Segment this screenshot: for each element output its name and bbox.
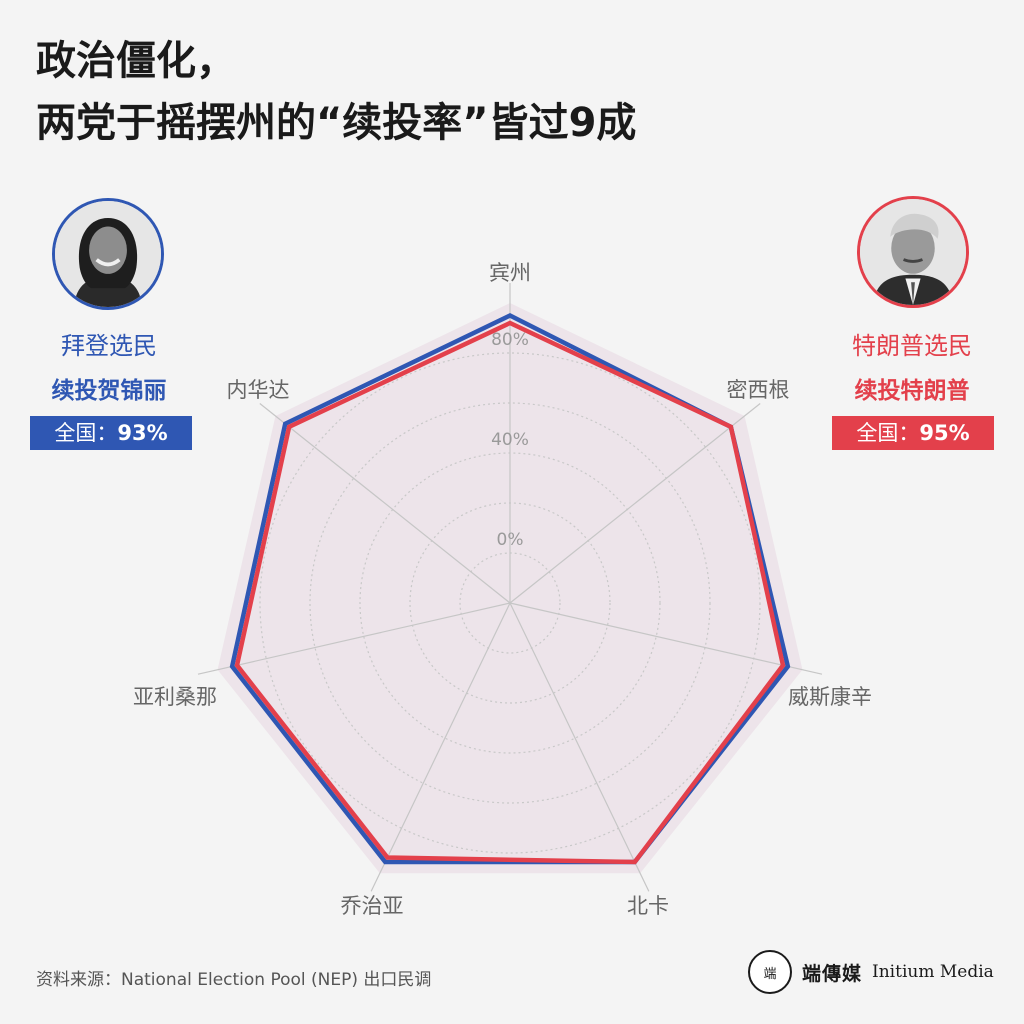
harris-voter-avatar xyxy=(52,198,164,310)
harris-national-badge: 全国：93% xyxy=(30,416,192,450)
tick-label: 0% xyxy=(497,530,524,550)
source-note: 资料来源：National Election Pool (NEP) 出口民调 xyxy=(36,970,432,990)
category-label: 乔治亚 xyxy=(341,894,404,918)
category-label: 威斯康辛 xyxy=(788,685,872,709)
badge-value: 95% xyxy=(919,421,970,445)
trump-voters-label: 特朗普选民 xyxy=(852,332,972,360)
vote-trump-label: 续投特朗普 xyxy=(854,378,970,404)
title-line-1: 政治僵化， xyxy=(36,38,236,84)
grid-circle xyxy=(259,352,761,854)
category-label: 密西根 xyxy=(727,378,790,402)
axis-spoke xyxy=(197,602,511,675)
category-label: 亚利桑那 xyxy=(133,685,217,709)
title-line-2: 两党于摇摆州的“续投率”皆过9成 xyxy=(36,100,637,146)
badge-prefix: 全国： xyxy=(856,421,920,445)
logo-chinese-name: 端傳媒 xyxy=(802,962,863,985)
axis-spoke xyxy=(370,602,511,892)
tick-label: 40% xyxy=(491,430,529,450)
logo-english-name: Initium Media xyxy=(872,962,994,982)
category-label: 宾州 xyxy=(489,261,531,285)
series-trump xyxy=(234,320,786,865)
trump-voter-avatar xyxy=(857,196,969,308)
vote-harris-label: 续投贺锦丽 xyxy=(51,378,167,404)
badge-value: 93% xyxy=(117,421,168,445)
biden-voters-label: 拜登选民 xyxy=(61,332,157,360)
axis-spoke xyxy=(259,403,511,604)
category-label: 内华达 xyxy=(227,378,290,402)
tick-label: 80% xyxy=(491,330,529,350)
trump-national-badge: 全国：95% xyxy=(832,416,994,450)
axis-spoke xyxy=(509,602,823,675)
axis-spoke xyxy=(509,602,650,892)
chart-title: 政治僵化， 两党于摇摆州的“续投率”皆过9成 xyxy=(36,30,636,154)
publisher-logo: 端 端傳媒 Initium Media xyxy=(748,948,994,996)
axis-spoke xyxy=(509,403,761,604)
category-label: 北卡 xyxy=(627,894,669,918)
logo-mark-icon: 端 xyxy=(748,950,792,994)
badge-prefix: 全国： xyxy=(54,421,118,445)
grid-circle xyxy=(309,402,711,804)
